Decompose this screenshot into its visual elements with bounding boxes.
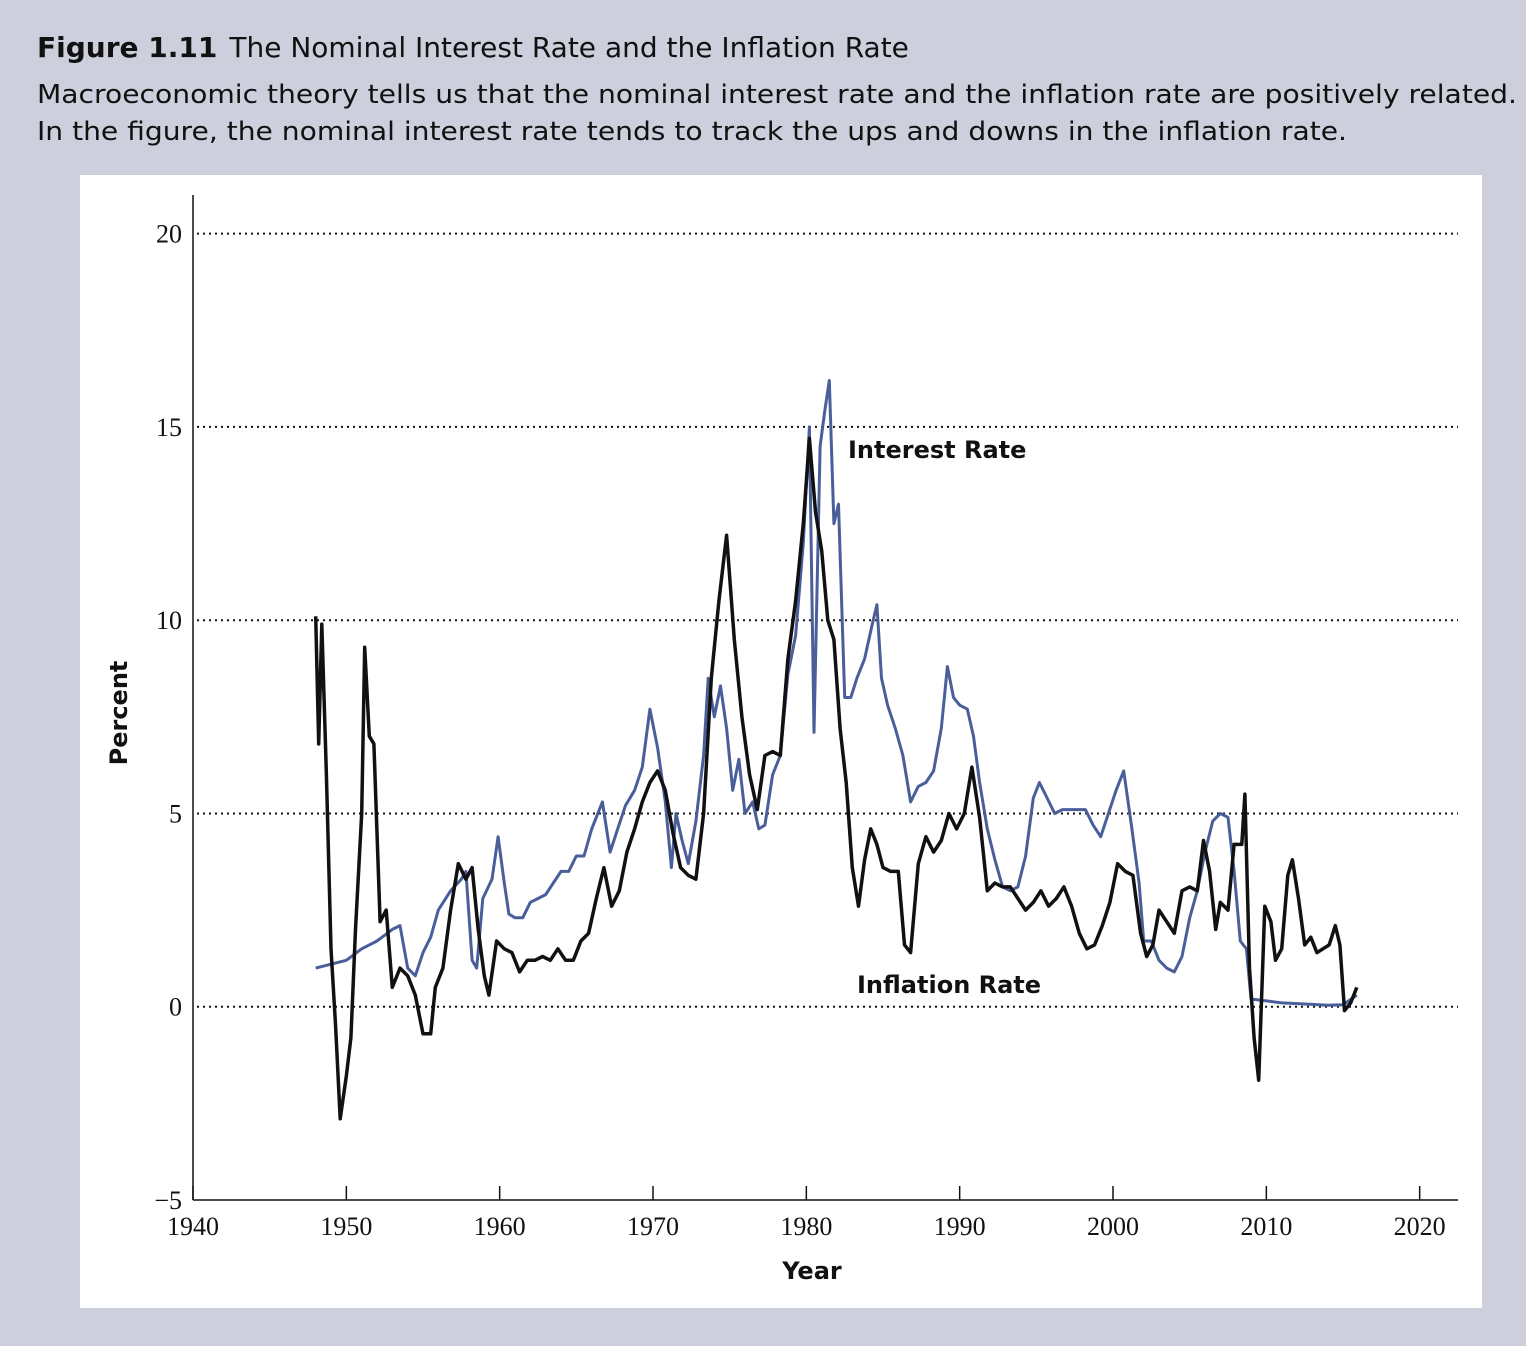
annotation: Interest Rate [848, 436, 1026, 464]
subtitle: In the figure, the nominal interest rate… [37, 117, 1347, 147]
x-axis-label: Year [781, 1257, 842, 1285]
y-tick-label: −5 [154, 1186, 182, 1215]
chart-title: Figure 1.11 The Nominal Interest Rate and… [37, 31, 909, 64]
x-tick-label: 2020 [1394, 1212, 1446, 1241]
x-tick-label: 1950 [320, 1212, 372, 1241]
y-tick-label: 5 [169, 799, 182, 828]
series-line [315, 379, 1358, 1007]
annotation: Inflation Rate [857, 971, 1041, 999]
y-axis-label: Percent [105, 661, 133, 766]
y-tick-label: 15 [156, 413, 182, 442]
x-tick-label: 1960 [474, 1212, 526, 1241]
y-tick-label: 0 [169, 993, 182, 1022]
x-tick-label: 1970 [627, 1212, 679, 1241]
x-tick-label: 1990 [934, 1212, 986, 1241]
title: The Nominal Interest Rate and the Inflat… [228, 31, 909, 64]
x-tick-label: 2000 [1087, 1212, 1139, 1241]
subtitle: Macroeconomic theory tells us that the n… [37, 80, 1517, 110]
y-tick-label: 20 [156, 220, 182, 249]
x-tick-label: 1940 [167, 1212, 219, 1241]
x-tick-label: 2010 [1240, 1212, 1292, 1241]
y-tick-label: 10 [156, 606, 182, 635]
figure-label: Figure 1.11 [37, 31, 217, 64]
series-line [313, 436, 1359, 1121]
x-tick-label: 1980 [780, 1212, 832, 1241]
